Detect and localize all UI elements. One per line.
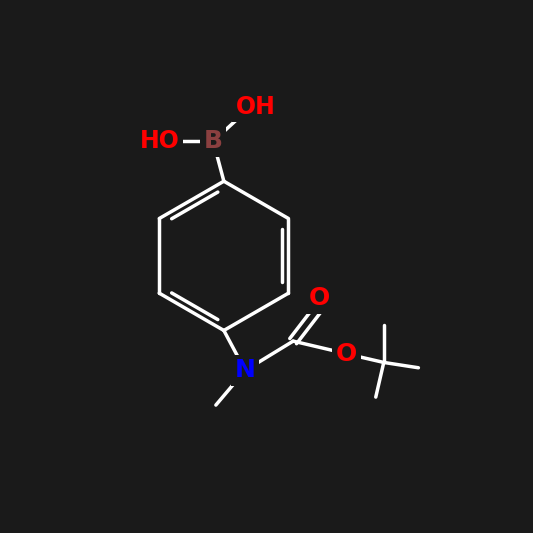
- Text: O: O: [309, 286, 330, 311]
- Text: HO: HO: [140, 129, 180, 154]
- Text: OH: OH: [236, 94, 276, 119]
- Text: B: B: [204, 129, 223, 154]
- Text: N: N: [235, 358, 256, 383]
- Text: O: O: [336, 342, 357, 367]
